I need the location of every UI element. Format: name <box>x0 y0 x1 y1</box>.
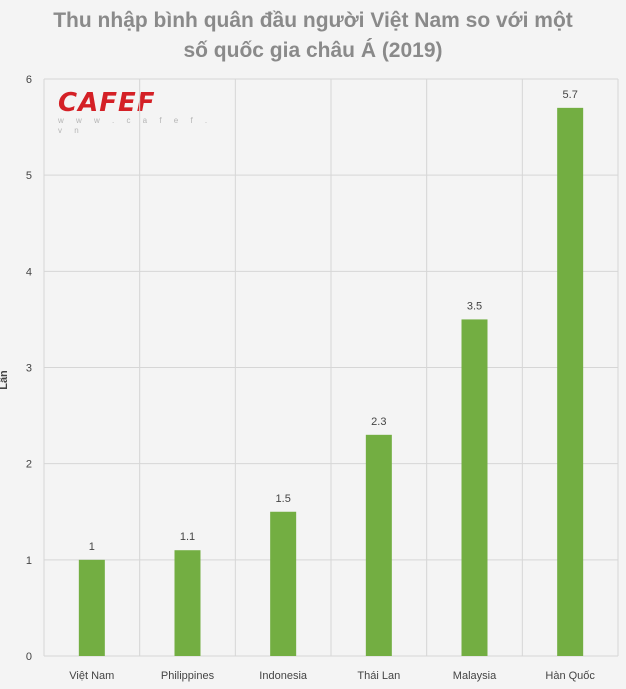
bar <box>461 319 488 656</box>
chart-title-line-1: Thu nhập bình quân đầu người Việt Nam so… <box>53 9 573 32</box>
cafef-logo: CAFEF w w w . c a f e f . v n <box>58 88 223 135</box>
chart-title-line-2: số quốc gia châu Á (2019) <box>183 39 443 62</box>
data-label: 1.5 <box>276 493 291 505</box>
x-tick-label: Malaysia <box>453 670 497 682</box>
logo-url: w w w . c a f e f . v n <box>58 116 213 135</box>
bar <box>270 511 297 656</box>
x-tick-label: Thái Lan <box>357 670 400 682</box>
y-tick-label: 2 <box>26 459 32 471</box>
bar <box>557 107 584 657</box>
x-tick-label: Philippines <box>161 670 215 682</box>
x-tick-label: Việt Nam <box>69 670 114 682</box>
bar <box>174 550 201 656</box>
bar <box>78 559 105 656</box>
y-tick-label: 5 <box>26 170 32 182</box>
y-tick-label: 1 <box>26 555 32 567</box>
data-label: 3.5 <box>467 300 482 312</box>
chart-title: Thu nhập bình quân đầu người Việt Nam so… <box>0 6 626 66</box>
y-tick-label: 6 <box>26 74 32 86</box>
data-label: 1.1 <box>180 531 195 543</box>
logo-wordmark: CAFEF <box>58 88 156 118</box>
y-tick-label: 4 <box>26 266 32 278</box>
y-tick-label: 3 <box>26 363 32 375</box>
bar <box>365 434 392 656</box>
data-label: 1 <box>89 541 95 553</box>
y-tick-label: 0 <box>26 651 32 663</box>
data-label: 5.7 <box>563 89 578 101</box>
x-tick-label: Indonesia <box>259 670 308 682</box>
x-tick-label: Hàn Quốc <box>545 670 595 682</box>
data-label: 2.3 <box>371 416 386 428</box>
